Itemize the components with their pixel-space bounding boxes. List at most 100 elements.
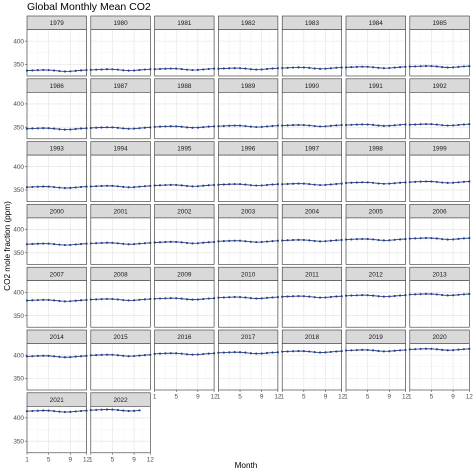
x-axis-title: Month <box>235 461 258 470</box>
data-point <box>291 295 295 298</box>
data-point <box>457 293 460 296</box>
panel-border <box>154 217 215 265</box>
data-point <box>462 65 465 68</box>
data-point <box>286 182 289 186</box>
data-point <box>47 68 50 72</box>
facet-strip-label: 1980 <box>113 20 128 27</box>
data-point <box>116 298 119 301</box>
data-point <box>42 298 45 301</box>
data-point <box>158 184 162 187</box>
data-point <box>249 68 252 71</box>
data-point <box>313 124 316 128</box>
data-point <box>228 124 231 127</box>
panel-border <box>281 343 343 391</box>
data-point <box>441 238 444 241</box>
facet-panel: 1991 <box>344 78 407 140</box>
data-point <box>271 351 274 354</box>
x-tick-label: 12 <box>211 394 219 401</box>
data-point <box>424 180 428 183</box>
y-tick-label: 400 <box>13 415 24 422</box>
data-point <box>238 296 242 299</box>
data-point <box>233 295 236 299</box>
facet-panel: 2007 350 400 <box>13 266 88 328</box>
data-point <box>424 122 428 126</box>
y-tick-label: 350 <box>13 313 24 320</box>
panel-border <box>26 154 87 202</box>
y-tick-label: 350 <box>13 187 24 194</box>
data-point <box>222 296 225 299</box>
facet-strip-label: 1993 <box>50 146 65 153</box>
data-point <box>58 355 61 358</box>
data-point <box>95 242 98 245</box>
data-point <box>191 242 194 245</box>
facet-strip-label: 1999 <box>432 146 447 153</box>
data-point <box>164 352 167 355</box>
data-point <box>207 184 210 187</box>
data-point <box>255 241 258 244</box>
data-point <box>414 293 417 296</box>
data-point <box>42 242 45 245</box>
facet-strip-label: 1998 <box>369 146 384 153</box>
data-point <box>297 123 300 127</box>
data-point <box>31 127 34 130</box>
data-point <box>265 183 269 187</box>
data-point <box>435 123 438 126</box>
data-point <box>95 298 98 301</box>
facet-panel: 2020 1 5 9 12 <box>408 329 473 401</box>
data-point <box>105 68 109 71</box>
facet-strip-label: 2001 <box>113 208 128 215</box>
data-point <box>31 185 34 189</box>
data-point <box>207 352 210 355</box>
data-point <box>419 65 422 68</box>
facet-strip-label: 2002 <box>177 208 192 215</box>
x-tick-label: 5 <box>302 394 306 401</box>
data-point <box>371 294 375 297</box>
data-point <box>393 349 396 352</box>
data-point <box>308 124 311 127</box>
data-point <box>238 124 242 127</box>
data-point <box>196 126 199 129</box>
data-point <box>271 183 274 186</box>
data-point <box>127 409 130 413</box>
data-point <box>42 409 45 412</box>
data-point <box>382 239 385 242</box>
data-point <box>228 239 231 242</box>
facet-strip-label: 2009 <box>177 271 192 278</box>
facet-panel: 1985 <box>408 15 471 77</box>
data-point <box>116 242 119 245</box>
data-point <box>255 68 258 71</box>
panel-border <box>409 280 470 328</box>
facet-panel: 1981 <box>153 15 216 77</box>
data-point <box>291 124 295 127</box>
data-point <box>308 350 311 353</box>
data-point <box>318 67 322 70</box>
data-point <box>297 66 300 69</box>
data-point <box>111 353 114 356</box>
data-point <box>249 184 252 187</box>
data-point <box>74 299 77 302</box>
data-point <box>100 126 103 129</box>
data-point <box>265 67 269 71</box>
data-point <box>58 299 61 303</box>
data-point <box>185 126 189 129</box>
data-point <box>260 68 263 71</box>
data-point <box>191 68 194 72</box>
data-point <box>291 238 295 242</box>
data-point <box>393 238 396 241</box>
data-point <box>79 185 83 189</box>
data-point <box>377 349 380 353</box>
data-point <box>127 69 130 72</box>
data-point <box>318 183 322 187</box>
data-point <box>100 241 103 245</box>
facet-strip-label: 2014 <box>50 334 65 341</box>
data-point <box>462 123 465 126</box>
facet-strip-label: 2012 <box>369 271 384 278</box>
y-tick-label: 400 <box>13 290 24 297</box>
facet-strip-label: 2013 <box>432 271 447 278</box>
data-point <box>74 355 77 358</box>
data-point <box>158 241 162 244</box>
data-point <box>202 68 205 71</box>
data-point <box>169 297 172 300</box>
data-point <box>393 294 396 298</box>
data-point <box>52 127 56 130</box>
